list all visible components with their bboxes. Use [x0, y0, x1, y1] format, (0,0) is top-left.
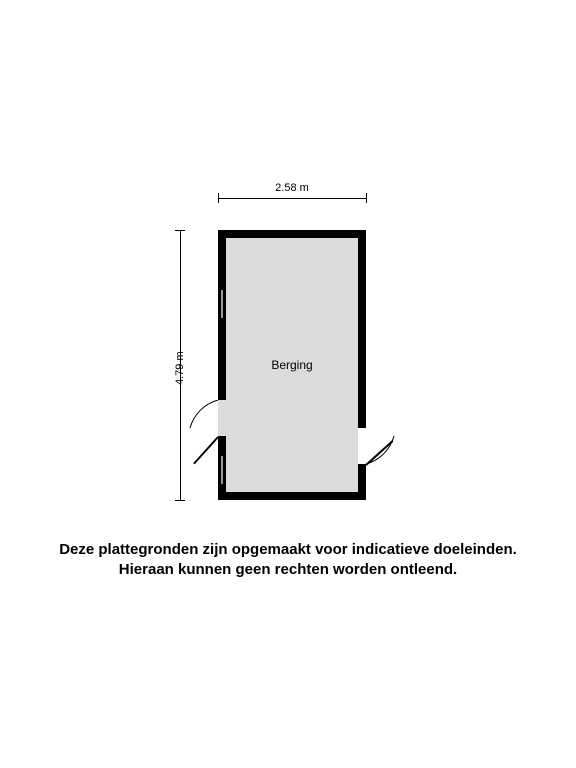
window-mark-2 [221, 456, 223, 484]
caption: Deze plattegronden zijn opgemaakt voor i… [0, 540, 576, 579]
caption-line2: Hieraan kunnen geen rechten worden ontle… [0, 560, 576, 580]
floorplan-canvas: 2.58 m 4.79 m Berging Deze plattegronden… [0, 0, 576, 768]
dim-left-text: 4.79 m [174, 351, 186, 385]
room-inner: Berging [226, 238, 358, 492]
window-mark-1 [221, 290, 223, 318]
dim-top-line [218, 198, 366, 199]
dim-left-tick-bottom [175, 500, 185, 501]
dim-top-text: 2.58 m [275, 182, 309, 194]
dim-top-tick-right [366, 193, 367, 203]
caption-line1: Deze plattegronden zijn opgemaakt voor i… [0, 540, 576, 560]
room-label: Berging [271, 358, 312, 372]
dim-left-label: 4.79 m [174, 351, 186, 385]
room-berging: Berging [218, 230, 366, 500]
dim-top-label: 2.58 m [218, 182, 366, 194]
